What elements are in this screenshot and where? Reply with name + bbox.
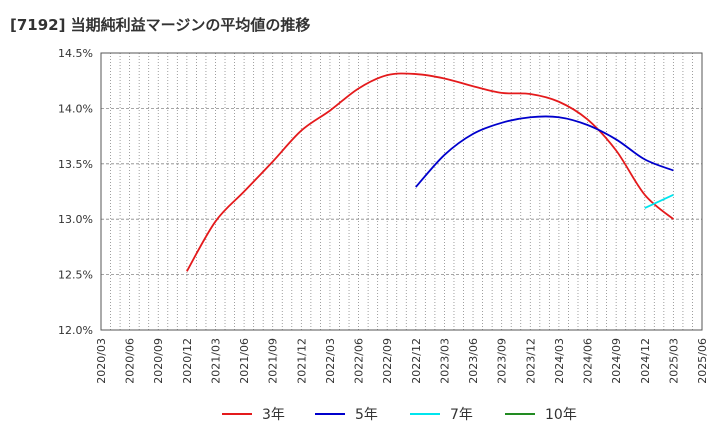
x-tick-label: 2020/06 bbox=[124, 338, 137, 384]
y-tick-label: 14.5% bbox=[58, 47, 93, 60]
y-tick-label: 14.0% bbox=[58, 102, 93, 115]
x-tick-label: 2021/09 bbox=[267, 338, 280, 384]
series-line bbox=[644, 194, 674, 209]
x-tick-label: 2021/03 bbox=[209, 338, 222, 384]
y-tick-label: 12.5% bbox=[58, 269, 93, 282]
legend: 3年 5年 7年 10年 bbox=[222, 407, 577, 423]
x-tick-label: 2020/09 bbox=[152, 338, 165, 384]
x-tick-label: 2024/03 bbox=[553, 338, 566, 384]
chart-title: [7192] 当期純利益マージンの平均値の推移 bbox=[10, 16, 311, 34]
x-tick-label: 2023/03 bbox=[438, 338, 451, 384]
x-tick-label: 2022/06 bbox=[353, 338, 366, 384]
legend-label: 10年 bbox=[545, 407, 577, 423]
series-lines bbox=[186, 72, 674, 272]
y-tick-label: 13.5% bbox=[58, 158, 93, 171]
x-tick-label: 2023/06 bbox=[467, 338, 480, 384]
y-tick-label: 13.0% bbox=[58, 213, 93, 226]
x-tick-label: 2023/12 bbox=[524, 338, 537, 384]
x-tick-label: 2025/06 bbox=[696, 338, 709, 384]
x-axis: 2020/03 2020/06 2020/09 2020/12 2021/03 2021/… bbox=[95, 338, 709, 384]
legend-label: 3年 bbox=[262, 407, 285, 423]
x-tick-label: 2024/12 bbox=[639, 338, 652, 384]
y-tick-label: 12.0% bbox=[58, 324, 93, 337]
y-axis: 12.0% 12.5% 13.0% 13.5% 14.0% 14.5% bbox=[58, 47, 93, 337]
x-tick-label: 2021/06 bbox=[238, 338, 251, 384]
x-tick-label: 2020/12 bbox=[181, 338, 194, 384]
x-tick-label: 2021/12 bbox=[295, 338, 308, 384]
x-tick-label: 2025/03 bbox=[667, 338, 680, 384]
x-tick-label: 2020/03 bbox=[95, 338, 108, 384]
grid-lines bbox=[101, 53, 702, 330]
plot-area-border bbox=[100, 52, 703, 331]
x-tick-label: 2024/09 bbox=[610, 338, 623, 384]
x-tick-label: 2022/12 bbox=[410, 338, 423, 384]
x-tick-label: 2024/06 bbox=[582, 338, 595, 384]
series-line bbox=[415, 115, 674, 188]
series-line bbox=[186, 72, 674, 272]
legend-label: 5年 bbox=[355, 407, 378, 423]
x-tick-label: 2022/09 bbox=[381, 338, 394, 384]
x-tick-label: 2022/03 bbox=[324, 338, 337, 384]
legend-label: 7年 bbox=[450, 407, 473, 423]
x-tick-label: 2023/09 bbox=[496, 338, 509, 384]
